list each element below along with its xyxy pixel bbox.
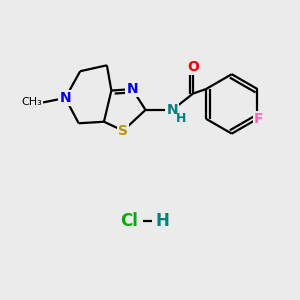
Text: O: O (187, 60, 199, 74)
Text: N: N (126, 82, 138, 96)
Text: F: F (254, 112, 264, 126)
Text: CH₃: CH₃ (21, 98, 42, 107)
Text: N: N (59, 91, 71, 105)
Text: S: S (118, 124, 128, 138)
Text: H: H (155, 212, 170, 230)
Text: Cl: Cl (120, 212, 137, 230)
Text: H: H (176, 112, 186, 125)
Text: N: N (167, 103, 178, 117)
